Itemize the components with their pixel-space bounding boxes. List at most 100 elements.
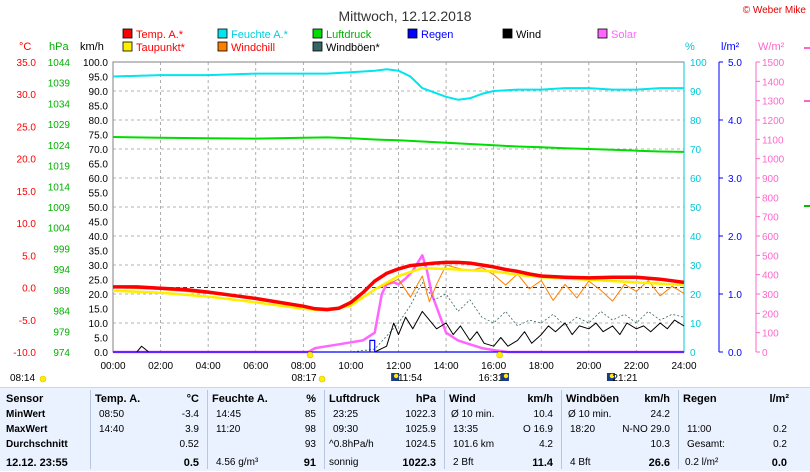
wind-tick-label: 10.0 [89,319,109,330]
hum-tick-label: 40 [690,232,702,243]
wind-tick-label: 40.0 [89,232,109,243]
hum-tick-label: 90 [690,87,702,98]
stats-wind-run: 101.6 km [453,439,495,450]
solar-tick-label: 1300 [762,97,785,108]
temp-unit-label: °C [19,41,31,53]
wind-tick-label: 0.0 [94,348,108,359]
sun-icon [496,351,503,359]
wind-tick-label: 65.0 [89,160,109,171]
stats-temp-max-time: 14:40 [99,424,125,435]
stats-hum-current: 91 [303,457,316,469]
stats-wind-max: O 16.9 [522,424,553,435]
time-tick-label: 10:00 [338,361,363,372]
press-tick-label: 1019 [48,162,71,173]
stats-press-current: 1022.3 [402,457,436,469]
wind-tick-label: 60.0 [89,174,109,185]
time-tick-label: 16:00 [481,361,506,372]
stats-wind-unit: km/h [527,393,553,405]
stats-temp-column: Temp. A. °C 08:50 -3.4 14:40 3.9 0.52 0.5 [93,388,205,472]
copyright-text: © Weber Mike [743,5,807,16]
axis-unit-labels: °C hPa km/h % l/m² W/m² [19,41,785,53]
series-line [113,260,685,312]
temp-tick-label: 15.0 [17,187,37,198]
press-tick-label: 974 [53,348,70,359]
stats-sensor-column: Sensor MinWert MaxWert Durchschnitt 12.1… [6,388,90,472]
stats-rain-unit: l/m² [769,393,789,405]
time-tick-label: 12:00 [386,361,411,372]
wind-tick-label: 85.0 [89,102,109,113]
temp-tick-label: 25.0 [17,122,37,133]
stats-press-trend: ^0.8hPa/h [329,439,374,450]
hum-tick-label: 50 [690,203,702,214]
moon-crescent [503,373,509,379]
stats-wind-daily-avg: 4.2 [539,439,553,450]
solar-tick-label: 0 [762,348,768,359]
chart-series [112,68,685,354]
press-tick-label: 1014 [48,182,71,193]
stats-row-label-min: MinWert [6,409,46,420]
legend-label: Luftdruck [326,29,372,41]
temp-tick-label: 10.0 [17,219,37,230]
legend-label: Wind [516,29,541,41]
stats-temp-current: 0.5 [183,457,199,469]
solar-tick-label: 200 [762,309,779,320]
sun-time-label: 16:31 [478,373,503,384]
stats-hum-max-time: 11:20 [216,424,241,435]
solar-tick-label: 1200 [762,116,785,127]
press-tick-label: 1004 [48,224,71,235]
hum-tick-label: 80 [690,116,702,127]
wind-tick-label: 45.0 [89,218,109,229]
time-tick-label: 20:00 [576,361,601,372]
stats-gust-column: Windböen km/h Ø 10 min. 24.2 18:20 N-NO 29.… [564,388,676,472]
stats-temp-max: 3.9 [185,424,199,435]
rain-tick-label: 3.0 [728,174,742,185]
stats-gust-unit: km/h [644,393,670,405]
sun-time-label: 11:54 [398,373,423,384]
legend-swatch [312,28,323,39]
sun-icon [306,351,314,359]
solar-tick-label: 500 [762,251,779,262]
press-tick-label: 994 [53,265,70,276]
hum-tick-label: 70 [690,145,702,156]
hum-tick-label: 10 [690,319,702,330]
wind-tick-label: 25.0 [89,276,109,287]
stats-rain-rate: 0.2 l/m² [685,457,719,468]
stats-temp-avg: 0.52 [179,439,199,450]
solar-tick-label: 1000 [762,155,785,166]
press-tick-label: 1024 [48,141,71,152]
sun-time-label: 21:21 [612,373,637,384]
rain-tick-label: 2.0 [728,232,742,243]
wind-tick-label: 50.0 [89,203,109,214]
rain-unit-label: l/m² [721,41,740,53]
press-tick-label: 1044 [48,58,71,69]
stats-gust-avg: 24.2 [650,409,670,420]
stats-wind-max-time: 13:35 [453,424,479,435]
legend-item: Taupunkt* [122,41,186,54]
legend-swatch [217,28,228,39]
stats-press-unit: hPa [415,393,436,405]
time-tick-label: 24:00 [671,361,696,372]
stats-gust-beaufort: 4 Bft [570,457,591,468]
stats-wind-avg-label: Ø 10 min. [451,409,495,420]
stats-temp-min-time: 08:50 [99,409,125,420]
temp-tick-label: 5.0 [22,251,36,262]
sun-time-label: 08:17 [292,373,317,384]
temp-tick-label: -10.0 [13,348,36,359]
stats-gust-max: N-NO 29.0 [622,424,670,435]
legend-swatch [122,41,133,52]
legend-item: Temp. A.* [122,28,184,41]
stats-sensor-header: Sensor [6,393,44,405]
solar-tick-label: 700 [762,213,779,224]
stats-press-forecast: sonnig [329,457,359,468]
legend-label: Windchill [231,42,275,54]
press-unit-label: hPa [49,41,69,53]
solar-tick-label: 1100 [762,135,784,146]
chart-title: Mittwoch, 12.12.2018 [338,8,471,24]
stats-rain-total: 0.2 [773,439,787,450]
statistics-panel: Sensor MinWert MaxWert Durchschnitt 12.1… [0,387,810,471]
stats-hum-absolute: 4.56 g/m³ [216,457,259,468]
time-tick-label: 04:00 [196,361,221,372]
time-tick-label: 08:00 [291,361,316,372]
solar-tick-label: 300 [762,290,779,301]
